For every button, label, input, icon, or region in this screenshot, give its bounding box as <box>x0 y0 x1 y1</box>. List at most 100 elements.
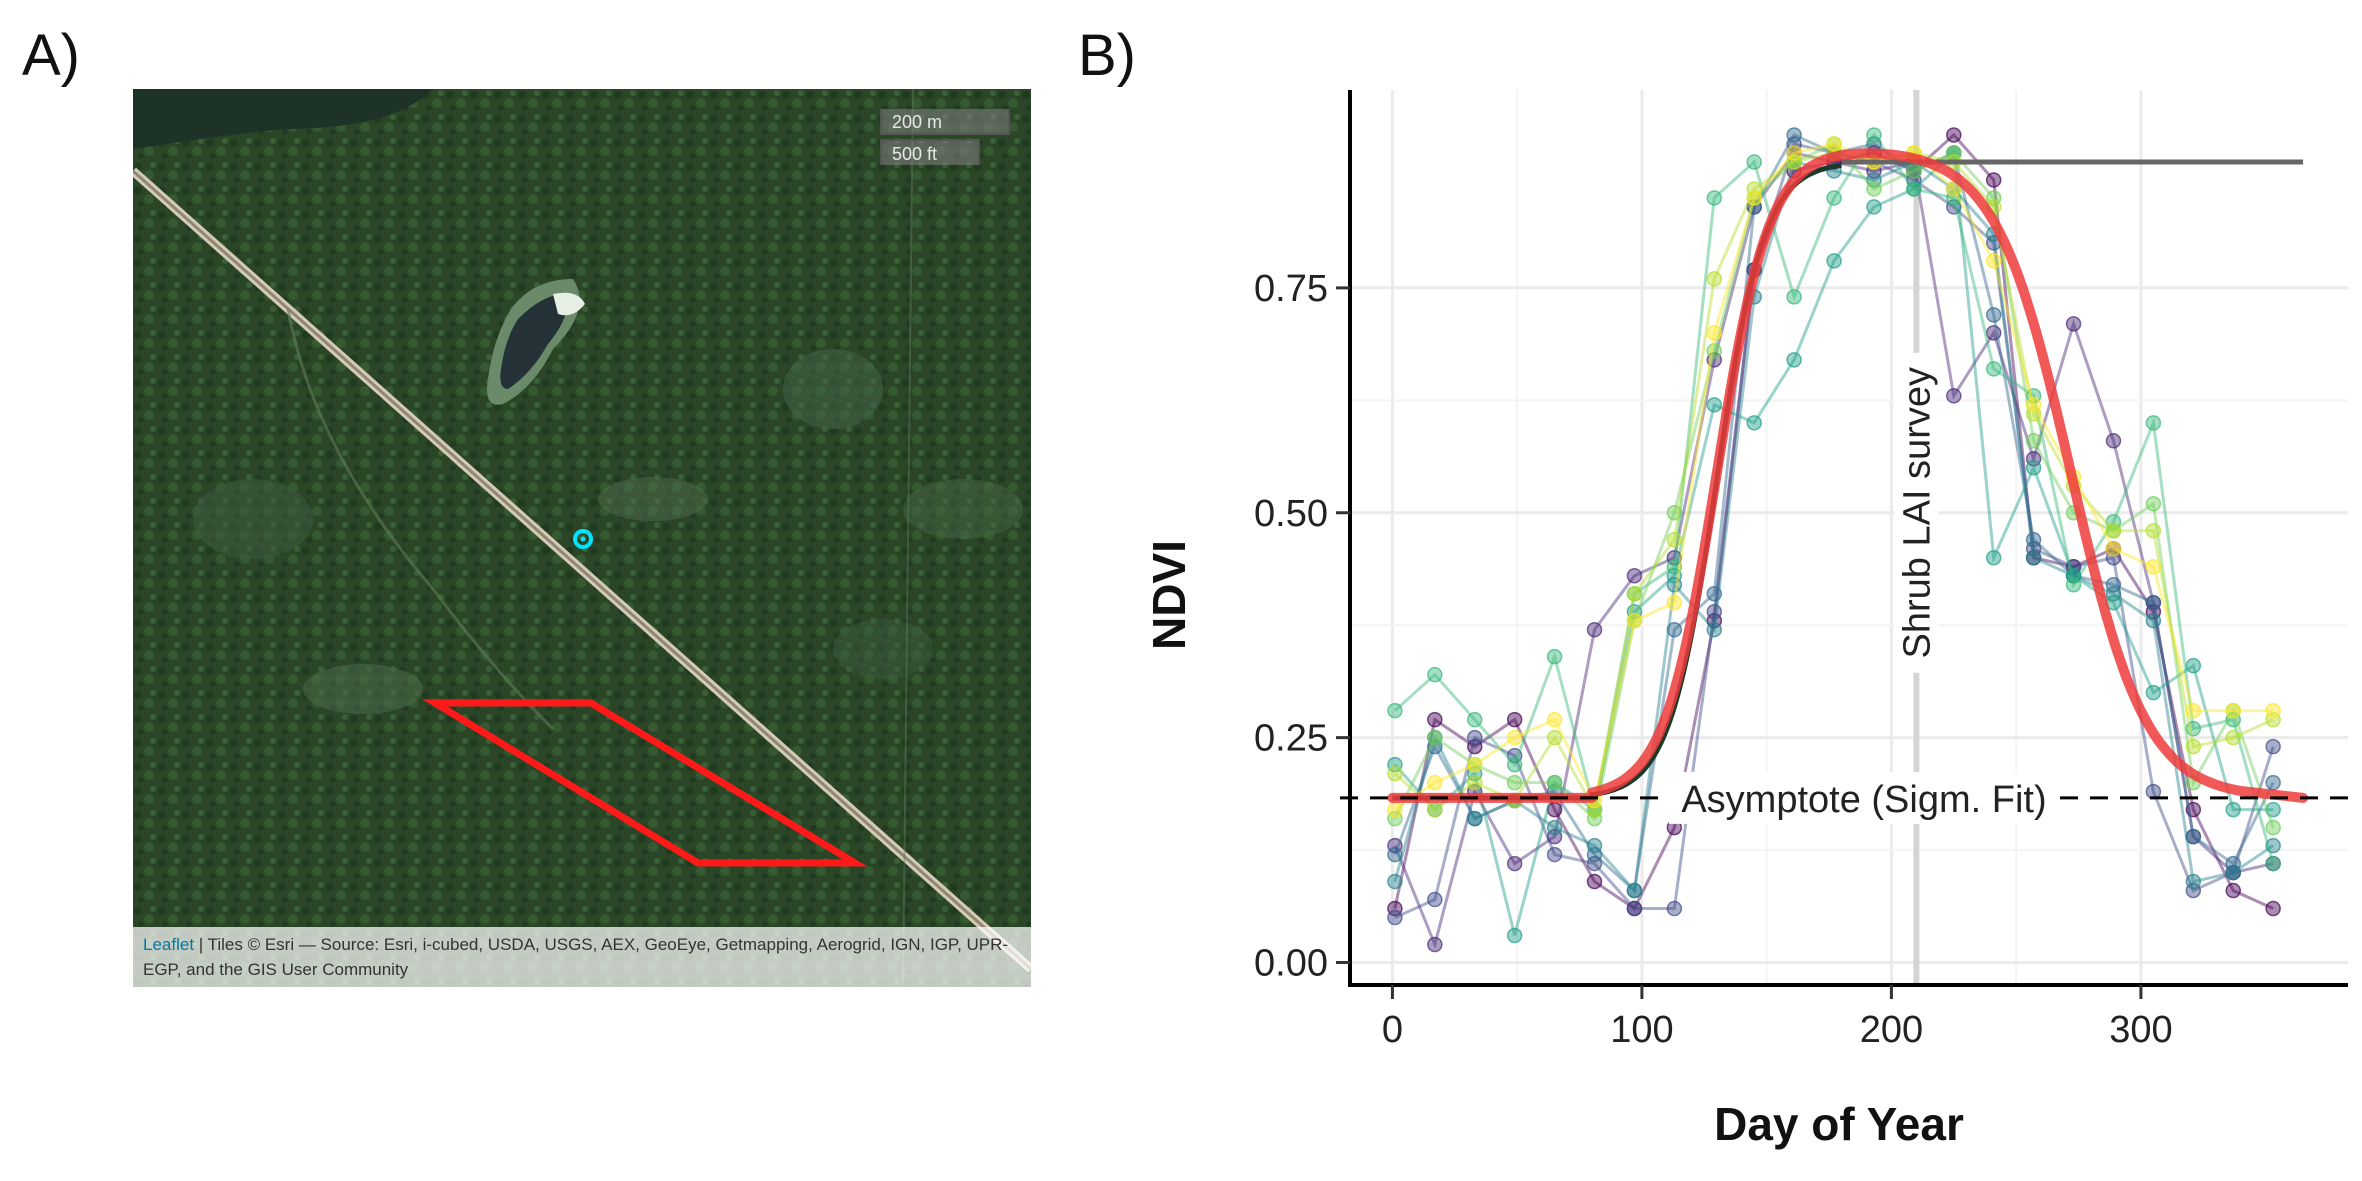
data-point <box>2025 397 2042 413</box>
data-point <box>1427 729 1443 746</box>
x-tick-label: 0 <box>1382 1009 1403 1051</box>
data-point <box>1387 873 1403 890</box>
data-point <box>1985 549 2002 566</box>
data-point <box>1546 648 1563 665</box>
trail <box>286 308 555 731</box>
y-tick-label: 0.00 <box>1254 943 1328 985</box>
data-point <box>1746 190 1762 206</box>
x-tick-label: 100 <box>1610 1009 1673 1051</box>
data-point <box>1706 621 1723 638</box>
leaflet-link[interactable]: Leaflet <box>143 935 195 954</box>
data-point <box>1985 307 2002 323</box>
data-point <box>2225 882 2241 899</box>
data-point <box>1506 756 1523 773</box>
data-point <box>1706 585 1723 602</box>
series-line <box>1394 142 2274 811</box>
data-point <box>1467 711 1483 728</box>
data-point <box>1786 127 1802 143</box>
data-point <box>1985 325 2002 341</box>
data-point <box>1706 603 1723 620</box>
data-point <box>1546 729 1563 746</box>
data-point <box>2265 738 2281 755</box>
map-attribution: Leaflet | Tiles © Esri — Source: Esri, i… <box>133 927 1031 987</box>
pond-water <box>500 294 567 389</box>
data-point <box>2145 612 2162 629</box>
series-line <box>1393 132 2275 864</box>
x-tick-label: 300 <box>2109 1009 2172 1051</box>
data-point <box>1467 774 1483 791</box>
lake-top <box>133 89 433 149</box>
attribution-text: | Tiles © Esri — Source: Esri, i-cubed, … <box>143 935 1009 979</box>
data-point <box>2265 801 2281 818</box>
data-point <box>1866 181 1882 197</box>
data-point <box>2065 576 2082 593</box>
asymptote-label-bg <box>1668 771 2059 824</box>
data-point <box>2145 684 2162 701</box>
fit-group <box>1387 148 2309 803</box>
wetland-patch <box>903 479 1023 539</box>
x-tick-label: 200 <box>1860 1009 1923 1051</box>
data-point <box>1906 181 1922 197</box>
wetland-patch <box>598 477 708 521</box>
data-point <box>1866 199 1882 215</box>
double-logistic-fit-curve <box>1387 148 2309 803</box>
trail <box>902 89 914 987</box>
data-point <box>1506 855 1523 872</box>
data-point <box>1826 136 1842 152</box>
data-point <box>1786 145 1802 161</box>
survey-label: Shrub LAI survey <box>1896 367 1938 658</box>
data-point <box>1427 801 1443 818</box>
series-7 <box>1387 127 2281 872</box>
asymptote-label: Asymptote (Sigm. Fit) <box>1681 779 2046 821</box>
data-point <box>1946 181 1962 197</box>
data-point <box>2025 531 2042 548</box>
data-point <box>1746 415 1762 431</box>
data-point <box>2105 523 2122 539</box>
wetland-patch <box>783 349 883 429</box>
data-point <box>1826 253 1842 269</box>
series-6 <box>1387 145 2281 944</box>
scale-bar-imperial: 500 ft <box>880 139 980 165</box>
satellite-map[interactable]: 200 m 500 ft Leaflet | Tiles © Esri — So… <box>133 89 1031 987</box>
data-point <box>2145 496 2162 512</box>
data-point <box>2065 316 2082 332</box>
location-marker-icon[interactable] <box>573 529 593 549</box>
data-point <box>2145 594 2162 611</box>
series-line <box>1393 142 2275 829</box>
annotations: Asymptote (Sigm. Fit) Shrub LAI survey <box>1340 352 2348 824</box>
data-point <box>1786 352 1802 368</box>
data-point <box>1985 253 2002 269</box>
data-point <box>2025 433 2042 449</box>
data-point <box>1946 127 1962 143</box>
data-point <box>2185 657 2202 674</box>
data-point <box>1666 505 1683 521</box>
data-point <box>1467 729 1483 746</box>
grid <box>1350 90 2348 985</box>
data-point <box>1467 756 1483 773</box>
data-point <box>1946 388 1962 404</box>
data-point <box>1706 325 1723 341</box>
data-point <box>1706 271 1723 287</box>
data-point <box>1506 774 1523 791</box>
data-point <box>2185 873 2202 890</box>
road-center <box>133 169 1031 971</box>
data-point <box>1985 172 2002 188</box>
y-tick-label: 0.25 <box>1254 718 1328 760</box>
data-point <box>1666 558 1683 575</box>
data-point <box>2185 738 2202 755</box>
data-point <box>2145 558 2162 575</box>
study-area-polygon[interactable] <box>422 699 868 867</box>
location-marker-dot <box>580 536 586 542</box>
pond-sand <box>553 292 585 316</box>
data-point <box>1866 127 1882 143</box>
data-point <box>1666 531 1683 548</box>
data-point <box>1506 711 1523 728</box>
data-point <box>1626 585 1643 602</box>
data-point <box>1546 711 1563 728</box>
series-line <box>1393 149 2274 936</box>
data-point <box>2145 415 2162 431</box>
data-point <box>2225 702 2241 719</box>
wetland-patch <box>193 479 313 559</box>
series-group <box>1387 127 2281 953</box>
data-point <box>1427 891 1443 908</box>
